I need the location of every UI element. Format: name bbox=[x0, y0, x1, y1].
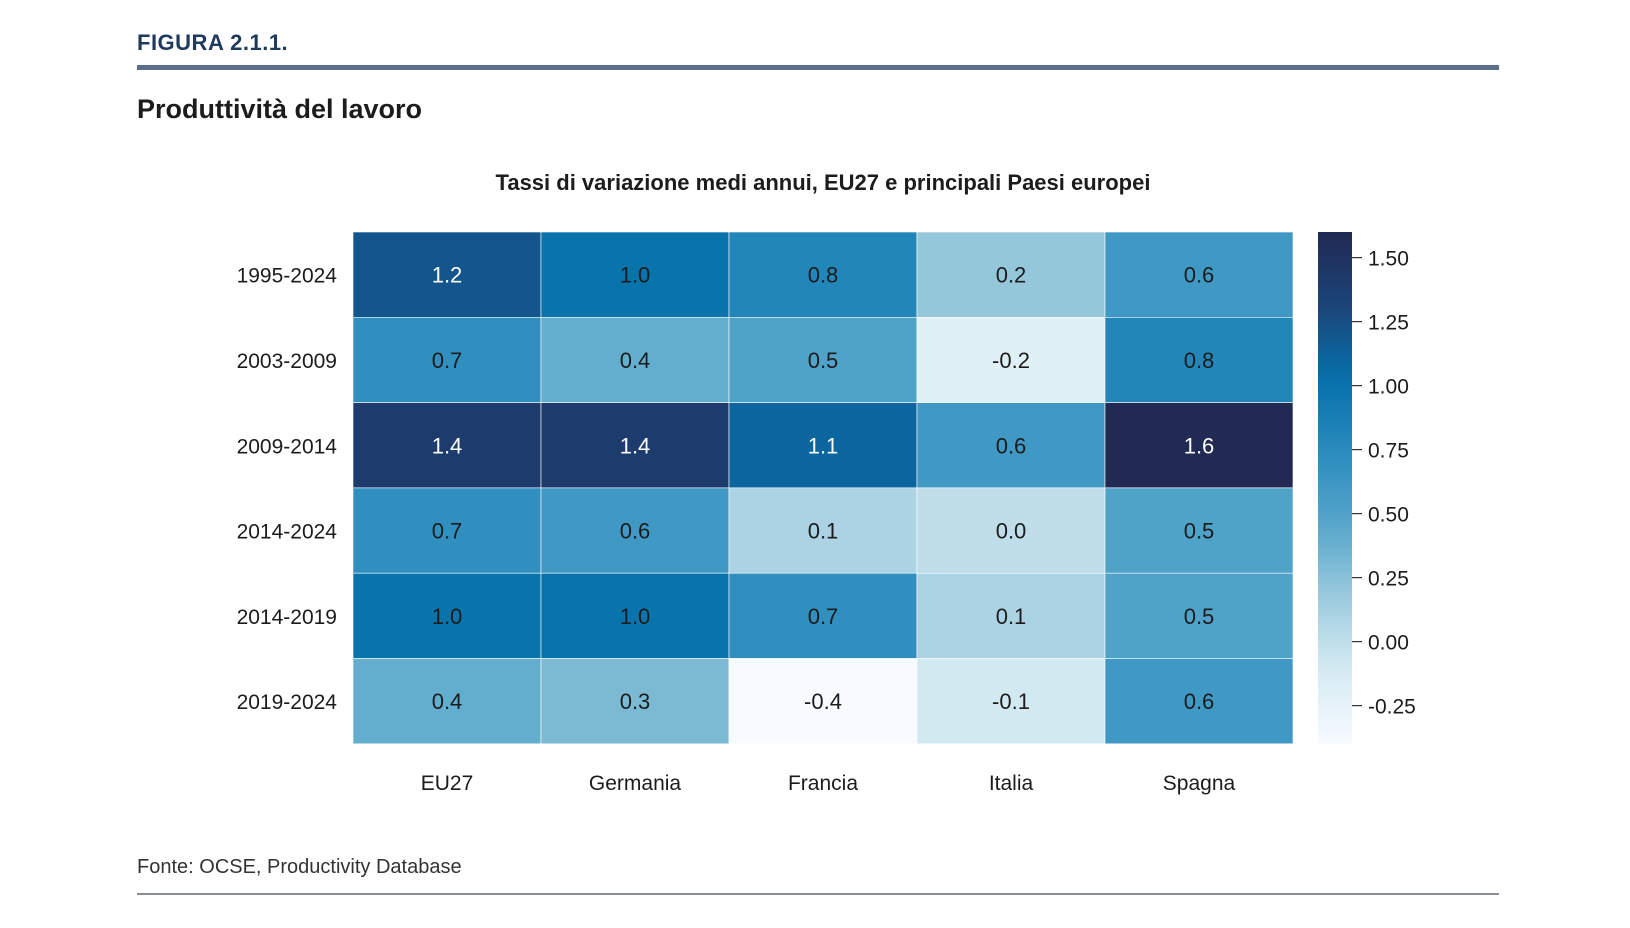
row-label: 1995-2024 bbox=[237, 265, 338, 288]
cell-value-label: 0.6 bbox=[1184, 263, 1215, 288]
heatmap-svg: Tassi di variazione medi annui, EU27 e p… bbox=[237, 170, 1416, 795]
heatmap-cell bbox=[1104, 572, 1294, 659]
cell-value-label: 1.0 bbox=[432, 604, 463, 629]
source-note: Fonte: OCSE, Productivity Database bbox=[137, 856, 462, 878]
row-label: 2003-2009 bbox=[237, 350, 337, 373]
heatmap-cell bbox=[352, 572, 542, 659]
cell-value-label: 0.5 bbox=[808, 348, 839, 373]
top-rule bbox=[137, 65, 1499, 70]
figure-title: Produttività del lavoro bbox=[137, 94, 423, 124]
cell-value-label: 1.1 bbox=[808, 433, 839, 458]
heatmap-cell bbox=[540, 658, 730, 745]
heatmap-cell bbox=[352, 317, 542, 403]
cell-value-label: 0.4 bbox=[432, 689, 463, 714]
heatmap-cell bbox=[728, 658, 918, 745]
heatmap-cell bbox=[916, 402, 1106, 489]
cell-value-label: 0.6 bbox=[1184, 689, 1215, 714]
heatmap-cell bbox=[1104, 402, 1294, 489]
cell-value-label: -0.2 bbox=[992, 348, 1030, 373]
cell-value-label: 1.0 bbox=[620, 263, 651, 288]
heatmap-cell bbox=[1104, 487, 1294, 574]
cell-value-label: 0.8 bbox=[808, 263, 839, 288]
heatmap-cell bbox=[728, 231, 918, 318]
colorbar-tick-label: 0.75 bbox=[1368, 440, 1409, 463]
heatmap-chart: Tassi di variazione medi annui, EU27 e p… bbox=[0, 160, 1630, 820]
heatmap-cell bbox=[916, 231, 1106, 318]
bottom-rule bbox=[137, 893, 1499, 895]
heatmap-cell bbox=[728, 487, 918, 574]
heatmap-cell bbox=[916, 658, 1106, 745]
cell-value-label: 0.5 bbox=[1184, 519, 1215, 544]
cell-value-label: 0.2 bbox=[996, 263, 1027, 288]
heatmap-cell bbox=[916, 487, 1106, 574]
cell-value-label: 0.6 bbox=[620, 519, 651, 544]
heatmap-cell bbox=[540, 317, 730, 403]
cell-value-label: 0.8 bbox=[1184, 348, 1215, 373]
cell-value-label: 1.2 bbox=[432, 263, 463, 288]
row-label: 2009-2014 bbox=[237, 435, 338, 458]
heatmap-cell bbox=[352, 231, 542, 318]
colorbar-tick-label: 0.25 bbox=[1368, 568, 1409, 591]
colorbar bbox=[1318, 232, 1352, 744]
colorbar-tick-label: 0.00 bbox=[1368, 632, 1409, 655]
cell-value-label: 0.5 bbox=[1184, 604, 1215, 629]
heatmap-cell bbox=[540, 231, 730, 318]
heatmap-cell bbox=[352, 658, 542, 745]
colorbar-tick-label: 1.00 bbox=[1368, 376, 1409, 399]
column-label: Italia bbox=[989, 772, 1034, 795]
colorbar-tick-label: 1.25 bbox=[1368, 312, 1409, 335]
cell-value-label: 0.1 bbox=[996, 604, 1027, 629]
cell-value-label: -0.4 bbox=[804, 689, 842, 714]
cell-value-label: 0.7 bbox=[808, 604, 839, 629]
cell-value-label: 0.4 bbox=[620, 348, 651, 373]
heatmap-cell bbox=[728, 402, 918, 489]
heatmap-cell bbox=[1104, 658, 1294, 745]
heatmap-cell bbox=[1104, 317, 1294, 403]
cell-value-label: 1.0 bbox=[620, 604, 651, 629]
heatmap-cell bbox=[540, 572, 730, 659]
row-label: 2019-2024 bbox=[237, 691, 338, 714]
heatmap-cell bbox=[540, 487, 730, 574]
heatmap-cell bbox=[728, 317, 918, 403]
heatmap-cell bbox=[352, 487, 542, 574]
cell-value-label: 0.0 bbox=[996, 519, 1027, 544]
cell-value-label: 0.1 bbox=[808, 519, 839, 544]
column-label: Francia bbox=[788, 772, 858, 795]
colorbar-tick-label: 0.50 bbox=[1368, 504, 1409, 527]
row-label: 2014-2024 bbox=[237, 521, 338, 544]
cell-value-label: 1.4 bbox=[620, 433, 651, 458]
column-label: Spagna bbox=[1163, 772, 1236, 795]
column-label: Germania bbox=[589, 772, 682, 795]
colorbar-tick-label: 1.50 bbox=[1368, 248, 1409, 271]
figure-label: FIGURA 2.1.1. bbox=[137, 30, 289, 55]
cell-value-label: 0.3 bbox=[620, 689, 651, 714]
cell-value-label: 1.6 bbox=[1184, 433, 1215, 458]
heatmap-cell bbox=[540, 402, 730, 489]
row-label: 2014-2019 bbox=[237, 606, 337, 629]
cell-value-label: 1.4 bbox=[432, 433, 463, 458]
cell-value-label: 0.7 bbox=[432, 519, 463, 544]
cell-value-label: 0.7 bbox=[432, 348, 463, 373]
heatmap-cell bbox=[1104, 231, 1294, 318]
heatmap-cell bbox=[728, 572, 918, 659]
colorbar-tick-label: -0.25 bbox=[1368, 696, 1416, 719]
column-label: EU27 bbox=[421, 772, 474, 795]
cell-value-label: -0.1 bbox=[992, 689, 1030, 714]
chart-title: Tassi di variazione medi annui, EU27 e p… bbox=[496, 170, 1151, 195]
cell-value-label: 0.6 bbox=[996, 433, 1027, 458]
